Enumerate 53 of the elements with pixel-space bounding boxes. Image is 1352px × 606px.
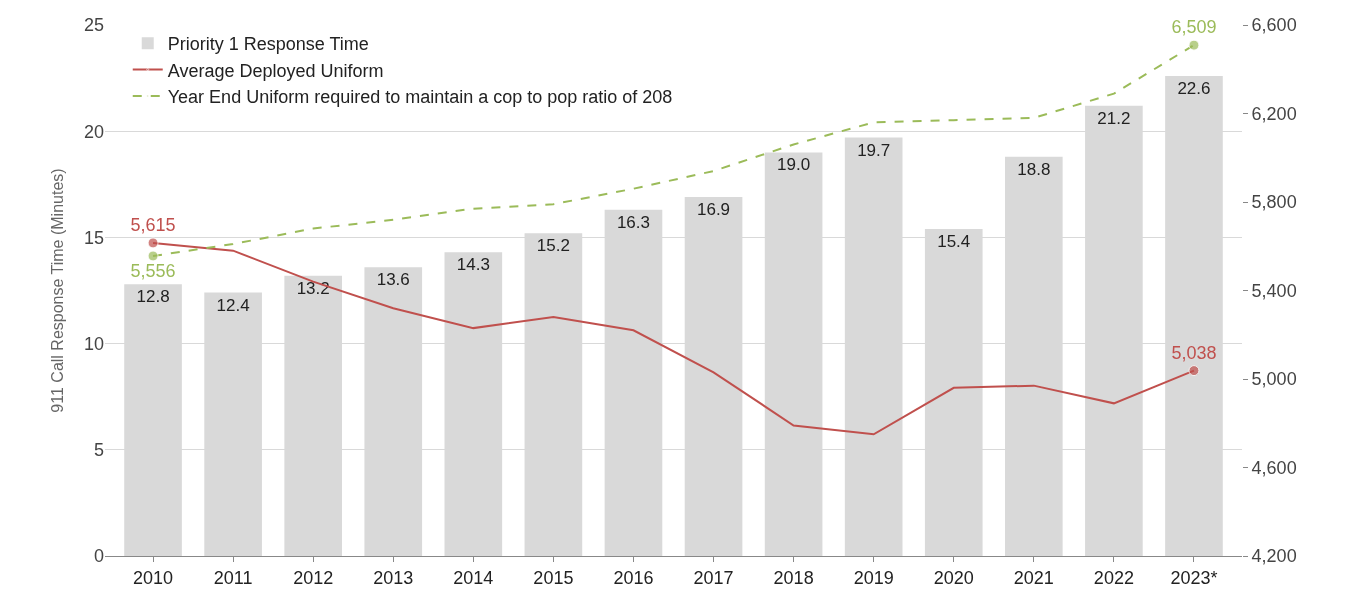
x-tick-label: 2022 bbox=[1093, 567, 1134, 588]
data-label: 14.3 bbox=[456, 255, 490, 275]
y2-tick-label: 4,200 bbox=[1251, 546, 1297, 567]
data-label: 5,038 bbox=[1171, 342, 1217, 363]
x-tick-label: 2010 bbox=[133, 567, 174, 588]
data-label: 5,556 bbox=[130, 260, 176, 281]
data-label: 6,509 bbox=[1171, 17, 1217, 38]
point bbox=[147, 237, 159, 249]
data-label: 21.2 bbox=[1097, 108, 1131, 128]
point bbox=[1188, 365, 1200, 377]
point bbox=[147, 250, 159, 262]
y2-tick-label: 5,000 bbox=[1251, 369, 1297, 390]
data-label: 15.4 bbox=[937, 231, 971, 251]
x-tick-label: 2014 bbox=[453, 567, 494, 588]
y2-tick-label: 4,600 bbox=[1251, 457, 1297, 478]
data-label: 22.6 bbox=[1177, 78, 1211, 98]
y-axis-title: 911 Call Response Time (Minutes) bbox=[49, 168, 66, 413]
y-tick-label: 0 bbox=[93, 546, 104, 567]
y-tick-label: 10 bbox=[83, 333, 104, 354]
y2-tick-label: 6,600 bbox=[1251, 15, 1297, 36]
y2-tick-label: 5,800 bbox=[1251, 192, 1297, 213]
data-label: 5,615 bbox=[130, 215, 176, 236]
y-tick-label: 5 bbox=[93, 440, 104, 461]
data-label: 16.9 bbox=[696, 200, 731, 220]
data-label: 19.0 bbox=[777, 155, 811, 175]
y-tick-label: 25 bbox=[83, 15, 104, 36]
x-tick-label: 2018 bbox=[773, 567, 814, 588]
x-tick-label: 2012 bbox=[293, 567, 334, 588]
data-label: 12.4 bbox=[216, 295, 250, 315]
y-tick-label: 20 bbox=[83, 121, 104, 142]
data-label: 19.7 bbox=[857, 140, 891, 160]
point bbox=[1188, 39, 1200, 51]
y2-tick-label: 5,400 bbox=[1251, 280, 1297, 301]
legend-label: Year End Uniform required to maintain a cop to pop ratio of 208 bbox=[167, 87, 673, 108]
x-tick-label: 2015 bbox=[533, 567, 574, 588]
legend-label: Average Deployed Uniform bbox=[167, 60, 384, 81]
x-tick-label: 2013 bbox=[373, 567, 414, 588]
legend-label: Priority 1 Response Time bbox=[167, 34, 369, 55]
x-tick-label: 2023* bbox=[1170, 567, 1218, 588]
data-label: 13.6 bbox=[376, 270, 410, 290]
data-label: 15.2 bbox=[536, 236, 570, 256]
x-tick-label: 2021 bbox=[1013, 567, 1054, 588]
x-tick-label: 2011 bbox=[213, 567, 253, 588]
data-label: 13.2 bbox=[296, 278, 330, 298]
x-tick-label: 2017 bbox=[693, 567, 734, 588]
y-tick-label: 15 bbox=[83, 227, 104, 248]
data-label: 16.3 bbox=[616, 212, 651, 232]
x-tick-label: 2019 bbox=[853, 567, 894, 588]
x-tick-label: 2016 bbox=[613, 567, 654, 588]
x-tick-label: 2020 bbox=[933, 567, 974, 588]
y2-tick-label: 6,200 bbox=[1251, 103, 1297, 124]
data-label: 18.8 bbox=[1017, 159, 1051, 179]
data-label: 12.8 bbox=[136, 287, 170, 307]
